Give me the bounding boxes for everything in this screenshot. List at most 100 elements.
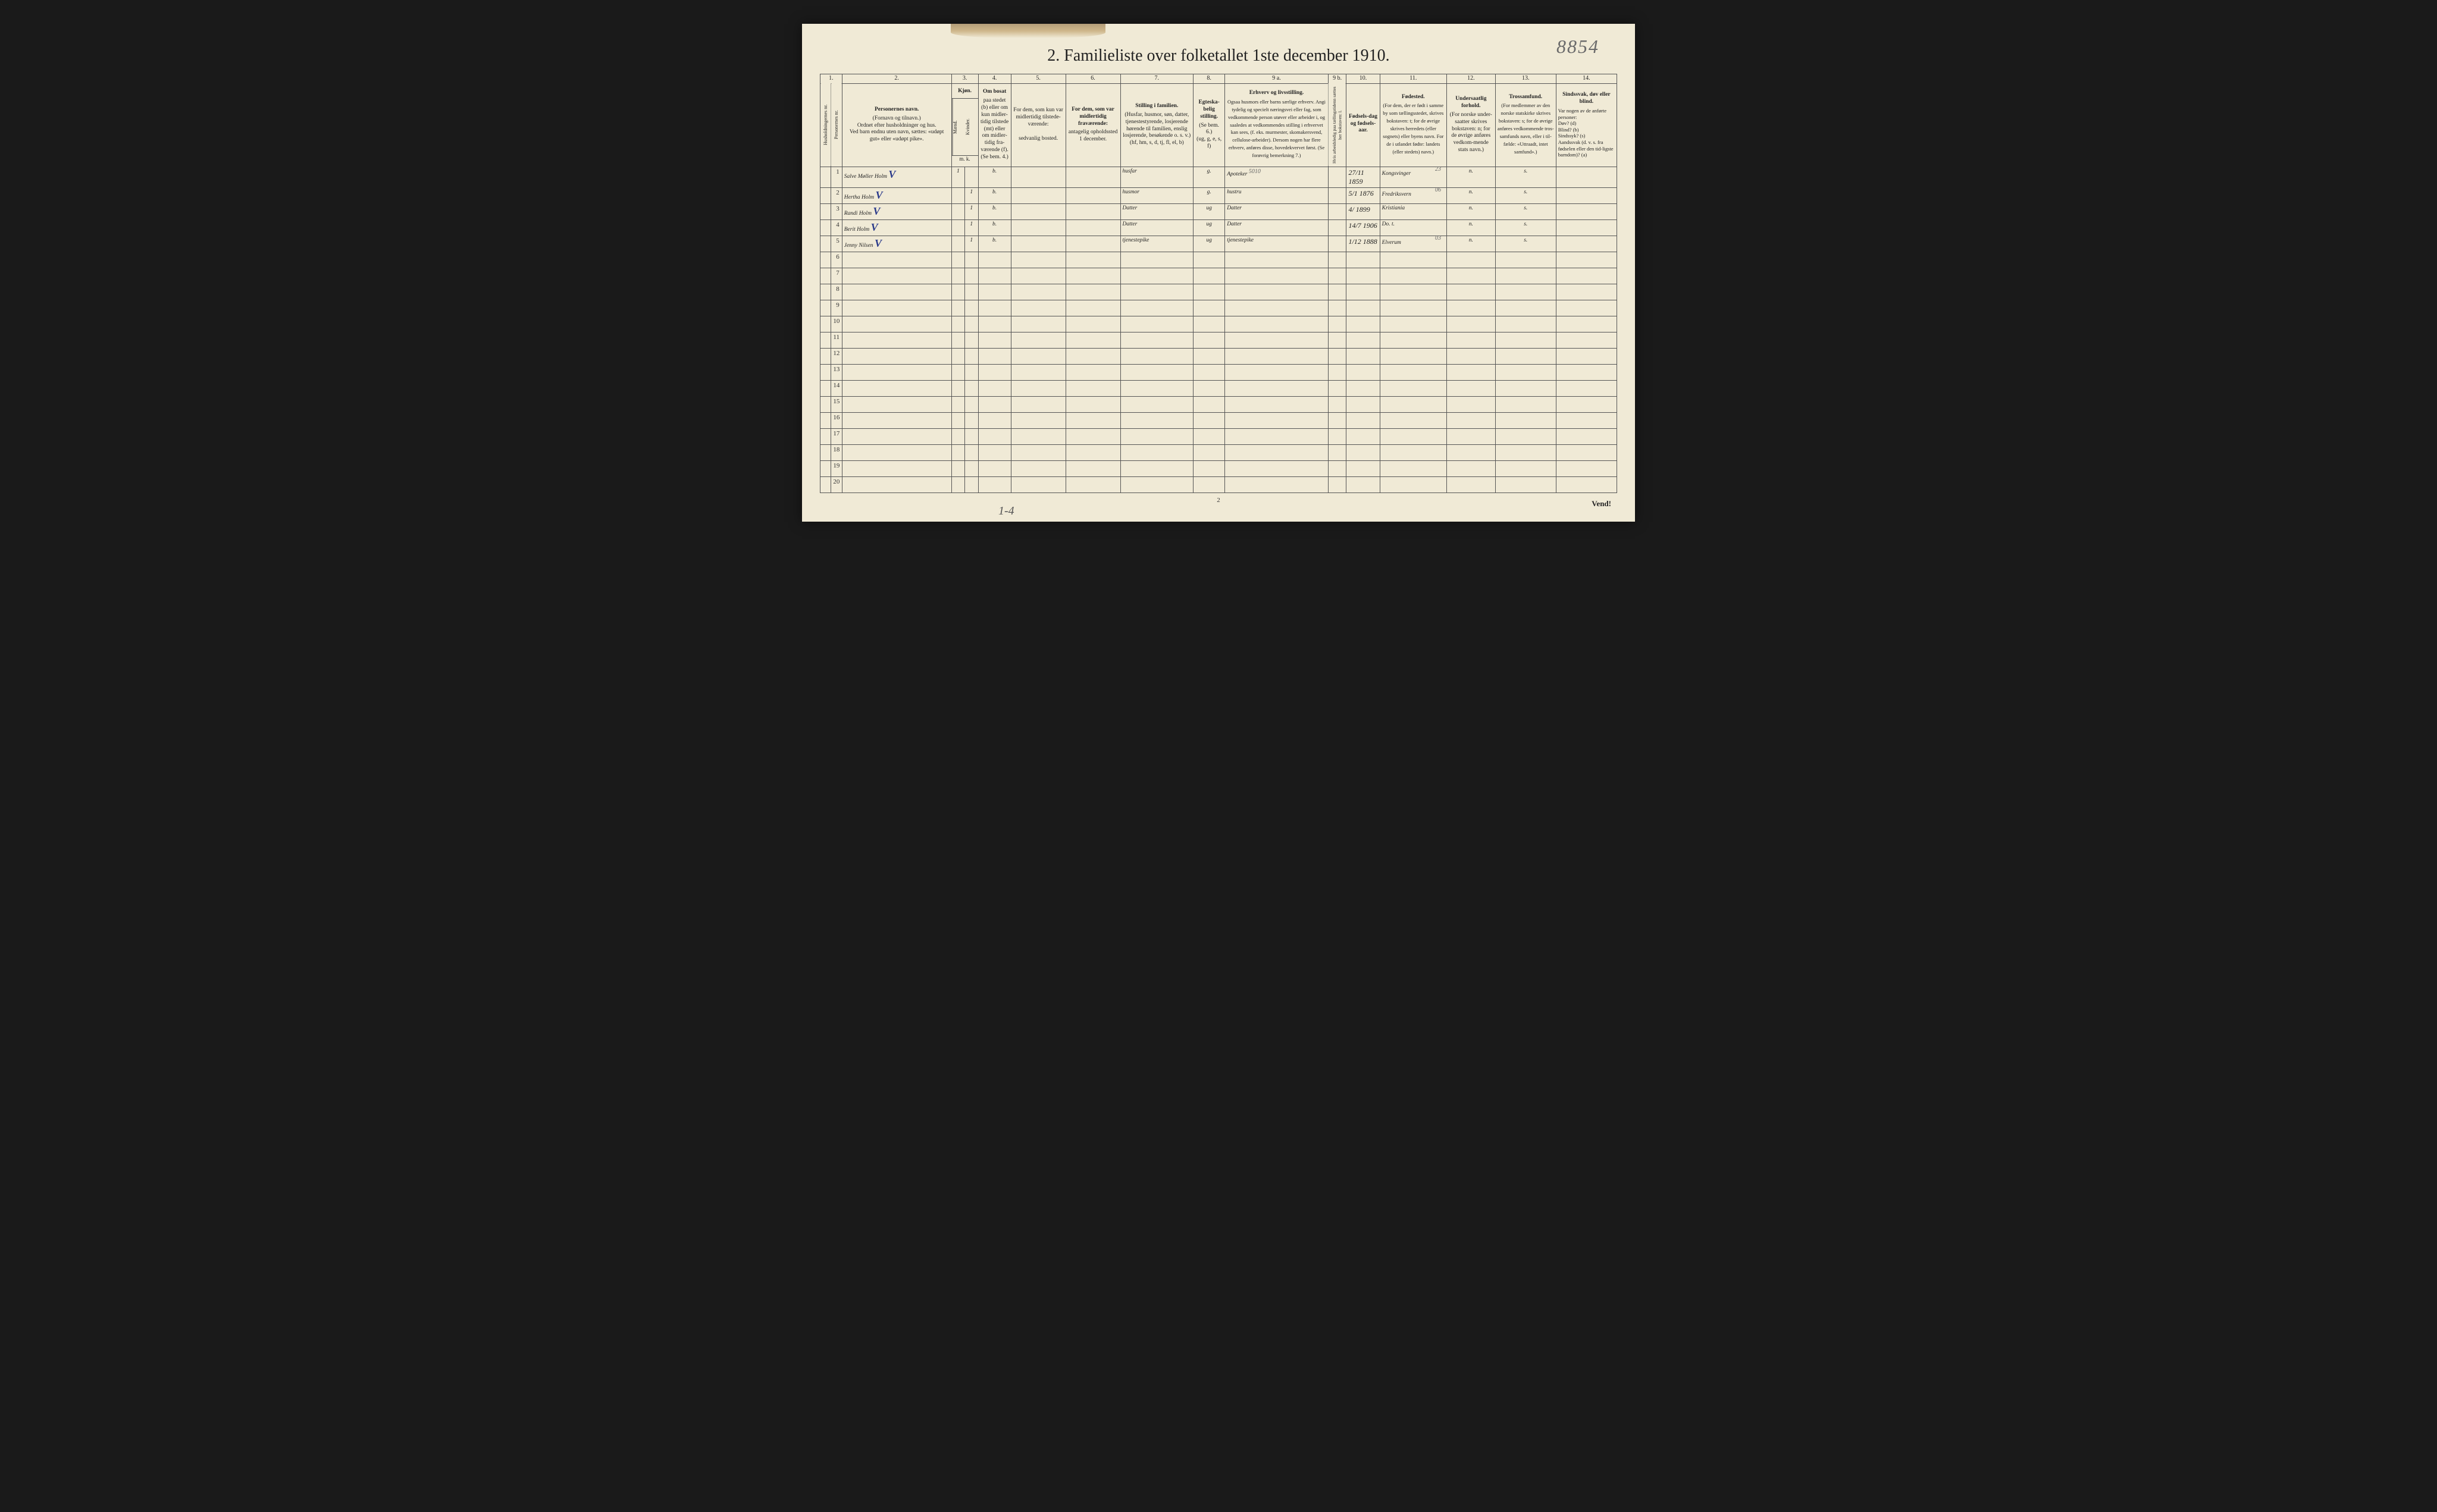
cell-empty (1194, 300, 1225, 316)
cell-empty (1328, 284, 1346, 300)
cell-household (820, 219, 831, 236)
cell-empty (1556, 396, 1617, 412)
hdr-religion: Trossamfund. (For medlemmer av den norsk… (1495, 83, 1556, 167)
cell-name: Salve Møller Holm V (842, 167, 951, 187)
cell-male (951, 187, 964, 203)
cell-empty (1225, 476, 1329, 493)
cell-female: 1 (965, 236, 978, 252)
cell-household (820, 300, 831, 316)
cell-household (820, 187, 831, 203)
cell-empty (1120, 284, 1194, 300)
cell-empty (842, 444, 951, 460)
cell-empty (1120, 332, 1194, 348)
cell-empty (1556, 268, 1617, 284)
cell-family-pos: tjenestepike (1120, 236, 1194, 252)
cell-empty (1346, 460, 1380, 476)
cell-empty (842, 252, 951, 268)
cell-disability (1556, 236, 1617, 252)
cell-empty (1066, 364, 1120, 380)
cell-empty (1225, 460, 1329, 476)
cell-religion: s. (1495, 187, 1556, 203)
cell-empty (1556, 332, 1617, 348)
cell-empty (1194, 460, 1225, 476)
hdr-marital: Egteska-belig stilling. (Se bem. 6.) (ug… (1194, 83, 1225, 167)
cell-personnum: 10 (831, 316, 842, 332)
cell-empty (1225, 348, 1329, 364)
cell-empty (951, 316, 964, 332)
cell-empty (978, 300, 1011, 316)
cell-female: 1 (965, 187, 978, 203)
cell-empty (1194, 364, 1225, 380)
cell-empty (1225, 428, 1329, 444)
cell-household (820, 332, 831, 348)
cell-empty (951, 300, 964, 316)
colnum: 9 a. (1225, 74, 1329, 84)
cell-empty (965, 396, 978, 412)
cell-empty (978, 428, 1011, 444)
cell-empty (1446, 284, 1495, 300)
colnum: 12. (1446, 74, 1495, 84)
cell-personnum: 5 (831, 236, 842, 252)
cell-empty (1066, 444, 1120, 460)
cell-male: 1 (951, 167, 964, 187)
cell-empty (1380, 300, 1446, 316)
cell-birthdate: 1/12 1888 (1346, 236, 1380, 252)
cell-female: 1 (965, 219, 978, 236)
census-tbody: 1Salve Møller Holm V1b.husfarg.Apoteker … (820, 167, 1617, 493)
check-icon: V (871, 221, 878, 233)
cell-household (820, 284, 831, 300)
cell-empty (1446, 460, 1495, 476)
cell-marital: g. (1194, 167, 1225, 187)
table-row: 3Randi Holm V1b.DatterugDatter4/ 1899Kri… (820, 203, 1617, 219)
cell-empty (1495, 476, 1556, 493)
cell-empty (1328, 332, 1346, 348)
cell-personnum: 4 (831, 219, 842, 236)
cell-empty (965, 348, 978, 364)
birthplace-code: 03 (1382, 237, 1445, 240)
cell-empty (1446, 364, 1495, 380)
cell-household (820, 252, 831, 268)
cell-empty (1446, 348, 1495, 364)
cell-occupation: hustru (1225, 187, 1329, 203)
cell-empty (1380, 380, 1446, 396)
cell-empty (1120, 412, 1194, 428)
cell-empty (1011, 444, 1066, 460)
cell-empty (978, 476, 1011, 493)
cell-empty (1556, 252, 1617, 268)
cell-household (820, 364, 831, 380)
cell-empty (1328, 300, 1346, 316)
cell-empty (1194, 476, 1225, 493)
cell-res: b. (978, 219, 1011, 236)
cell-family-pos: Datter (1120, 219, 1194, 236)
cell-empty (965, 380, 978, 396)
cell-empty (951, 364, 964, 380)
colnum: 4. (978, 74, 1011, 84)
cell-personnum: 16 (831, 412, 842, 428)
table-row-empty: 17 (820, 428, 1617, 444)
cell-empty (951, 428, 964, 444)
colnum: 1. (820, 74, 842, 84)
cell-empty (978, 316, 1011, 332)
cell-empty (951, 460, 964, 476)
cell-empty (1495, 460, 1556, 476)
cell-temp-present (1011, 167, 1066, 187)
check-icon: V (873, 205, 880, 217)
cell-empty (1346, 348, 1380, 364)
cell-empty (842, 332, 951, 348)
cell-empty (978, 460, 1011, 476)
cell-empty (1328, 476, 1346, 493)
birthplace-code: 23 (1382, 168, 1445, 171)
cell-empty (1011, 460, 1066, 476)
cell-empty (951, 412, 964, 428)
cell-personnum: 9 (831, 300, 842, 316)
cell-empty (1194, 444, 1225, 460)
cell-male (951, 203, 964, 219)
hdr-temp-absent: For dem, som var midlertidig fraværende:… (1066, 83, 1120, 167)
cell-empty (1446, 396, 1495, 412)
cell-empty (842, 428, 951, 444)
cell-empty (1194, 284, 1225, 300)
cell-empty (951, 396, 964, 412)
cell-empty (1194, 268, 1225, 284)
hdr-residence: Om bosat paa stedet (b) eller om kun mid… (978, 83, 1011, 167)
cell-empty (1328, 444, 1346, 460)
